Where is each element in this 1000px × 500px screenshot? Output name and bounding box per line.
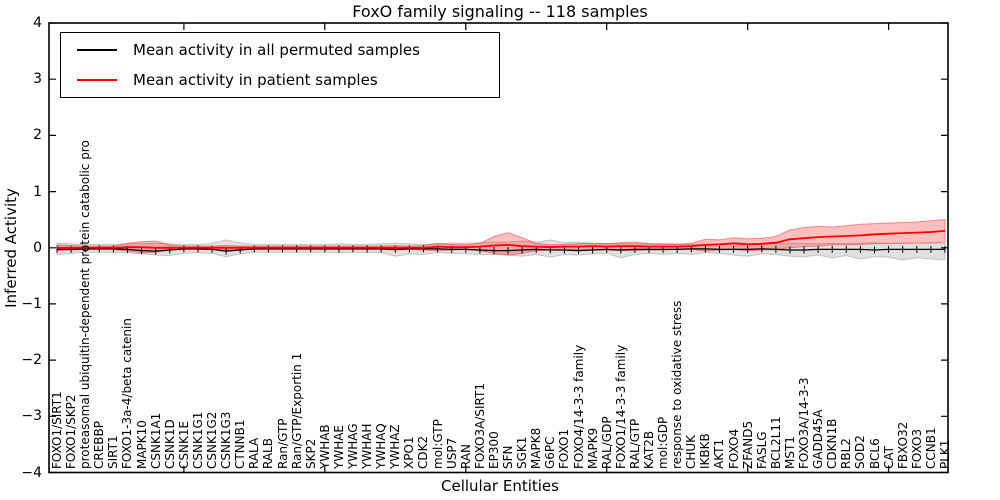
y-tick-label: 1 — [33, 183, 42, 200]
x-tick-label: SIRT1 — [106, 435, 121, 469]
x-tick-label: RAL/GDP — [599, 416, 614, 469]
x-tick-label: USP7 — [444, 437, 459, 469]
x-tick-label: RBL2 — [839, 438, 854, 469]
x-tick-label: FOXO1-3a-4/beta catenin — [120, 318, 135, 469]
y-tick-label: −3 — [21, 408, 42, 425]
x-tick-label: GADD45A — [811, 409, 826, 469]
x-tick-label: SKP2 — [303, 438, 318, 469]
x-tick-label: G6PC — [543, 436, 558, 469]
x-tick-label: SOD2 — [853, 435, 868, 469]
x-tick-label: CDKN1B — [825, 418, 840, 469]
y-tick-label: 4 — [33, 15, 42, 31]
x-tick-label: YWHAQ — [374, 423, 389, 469]
x-tick-label: mol:GTP — [430, 419, 445, 469]
x-tick-label: MAPK10 — [134, 420, 149, 469]
x-tick-label: YWHAB — [317, 424, 332, 469]
legend-item-patient: Mean activity in patient samples — [61, 67, 499, 93]
x-tick-label: FBXO32 — [895, 421, 910, 469]
x-tick-label: YWHAE — [331, 424, 346, 469]
x-tick-label: FOXO4/14-3-3 family — [571, 344, 586, 469]
x-tick-label: CSNK1G2 — [205, 411, 220, 469]
x-tick-label: SGK1 — [515, 436, 530, 469]
x-tick-label: CHUK — [684, 434, 699, 469]
x-tick-label: RALB — [261, 438, 276, 469]
legend-line-red-icon — [77, 79, 117, 81]
x-tick-label: ZFAND5 — [740, 420, 755, 469]
x-tick-label: FOXO3A/14-3-3 — [797, 377, 812, 469]
x-tick-label: FOXO4 — [726, 428, 741, 469]
axis-ticks — [49, 22, 948, 474]
x-tick-label: SFN — [501, 445, 516, 470]
x-tick-label: CSNK1G3 — [219, 411, 234, 469]
x-tick-label: PLK1 — [938, 439, 952, 469]
x-tick-label: response to oxidative stress — [670, 300, 685, 469]
x-tick-label: YWHAZ — [388, 424, 403, 469]
x-tick-label: CSNK1A1 — [148, 412, 163, 469]
x-tick-label: FOXO1 — [557, 428, 572, 469]
legend-label-permuted: Mean activity in all permuted samples — [133, 41, 420, 59]
x-tick-label: MAPK8 — [529, 427, 544, 469]
y-tick-label: −1 — [21, 295, 42, 312]
x-tick-label: Ran/GTP — [275, 418, 290, 469]
x-tick-label: CSNK1G1 — [190, 411, 205, 469]
x-tick-label: BCL6 — [867, 438, 882, 469]
x-axis-label: Cellular Entities — [441, 477, 559, 495]
x-tick-label: EP300 — [486, 431, 501, 469]
x-tick-label: KAT2B — [642, 430, 656, 469]
x-tick-label: AKT1 — [712, 438, 727, 469]
x-tick-label: FOXO3A/SIRT1 — [472, 383, 487, 469]
x-tick-label: Ran/GTP/Exportin 1 — [289, 352, 304, 469]
x-tick-label: YWHAH — [360, 423, 375, 469]
x-tick-label: CAT — [881, 446, 896, 469]
x-tick-label: CSNK1E — [176, 420, 191, 469]
legend-label-patient: Mean activity in patient samples — [133, 71, 378, 89]
y-axis-label: Inferred Activity — [2, 188, 20, 308]
x-tick-label: FOXO1/14-3-3 family — [613, 344, 628, 469]
y-tick-label: 3 — [33, 71, 42, 88]
x-tick-label: RAN — [458, 443, 473, 469]
x-tick-label: CREBBP — [92, 421, 107, 469]
y-tick-label: 0 — [33, 239, 42, 256]
x-tick-label: RAL/GTP — [627, 418, 642, 469]
legend-line-black-icon — [77, 49, 117, 51]
x-tick-label: FASLG — [754, 431, 769, 469]
x-tick-label: MAPK9 — [585, 427, 600, 469]
x-tick-label: mol:GDP — [656, 416, 671, 469]
x-tick-label: MST1 — [782, 436, 797, 469]
x-tick-label: FOXO1/SKP2 — [64, 394, 79, 469]
x-tick-label: IKBKB — [698, 433, 713, 469]
x-tick-label: FOXO1/SIRT1 — [50, 391, 64, 469]
y-tick-label: −2 — [21, 352, 42, 369]
legend: Mean activity in all permuted samples Me… — [60, 32, 500, 98]
y-tick-label: 2 — [33, 127, 42, 144]
x-tick-label: CSNK1D — [162, 419, 177, 469]
y-tick-label: −4 — [21, 464, 42, 481]
x-tick-label: FOXO3 — [909, 428, 924, 469]
x-tick-label: CDK2 — [416, 435, 431, 469]
x-tick-label: CCNB1 — [923, 427, 938, 469]
x-tick-label: CTNNB1 — [233, 419, 248, 469]
x-tick-label: RALA — [247, 437, 262, 469]
permuted-mean-line — [57, 248, 945, 252]
x-tick-label: BCL2L11 — [768, 416, 783, 469]
legend-item-permuted: Mean activity in all permuted samples — [61, 37, 499, 63]
patient-mean-line — [57, 230, 946, 249]
x-tick-label: XPO1 — [402, 436, 417, 469]
x-tick-label: proteasomal ubiquitin-dependent protein … — [78, 140, 93, 469]
chart-title: FoxO family signaling -- 118 samples — [352, 2, 648, 21]
x-tick-label: YWHAG — [346, 423, 360, 469]
